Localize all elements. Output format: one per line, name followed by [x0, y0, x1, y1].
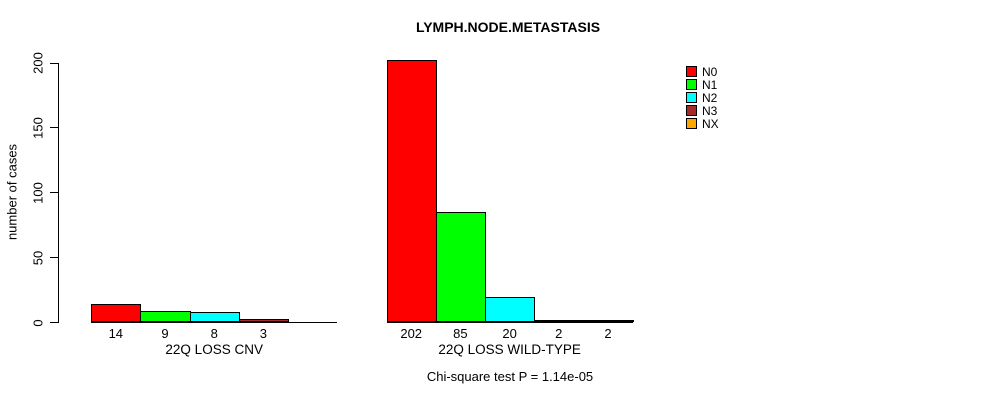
bar: [485, 296, 536, 323]
chart-title: LYMPH.NODE.METASTASIS: [415, 19, 601, 35]
y-tick-label: 200: [30, 52, 46, 74]
bar-value-label: 202: [400, 326, 423, 341]
group-label: 22Q LOSS WILD-TYPE: [438, 341, 581, 357]
legend-label: N3: [702, 103, 718, 118]
bar-value-label: 9: [161, 326, 169, 341]
y-tick-mark: [50, 322, 58, 323]
y-axis-label: number of cases: [4, 143, 20, 241]
legend-swatch: [686, 91, 697, 103]
bar-value-label: 85: [453, 326, 468, 341]
legend-swatch: [686, 78, 697, 90]
bar-value-label: 14: [108, 326, 124, 341]
bar: [386, 60, 437, 323]
chi-square-annotation: Chi-square test P = 1.14e-05: [426, 369, 594, 384]
y-tick-mark: [50, 127, 58, 129]
bar-value-label: 3: [259, 326, 268, 341]
legend-swatch: [686, 104, 697, 116]
y-tick-label: 150: [30, 117, 46, 139]
bar-value-label: 20: [502, 326, 517, 341]
group-baseline: [91, 322, 338, 323]
bar-value-label: 2: [555, 326, 563, 341]
legend-label: N1: [702, 77, 718, 92]
bar-value-label: 2: [604, 326, 612, 341]
group-label: 22Q LOSS CNV: [165, 341, 263, 357]
y-tick-mark: [50, 257, 58, 259]
y-axis-line: [57, 63, 59, 323]
y-tick-label: 0: [30, 318, 46, 327]
bar: [534, 319, 585, 323]
y-tick-label: 100: [30, 181, 46, 204]
group-baseline: [386, 322, 633, 323]
bar: [238, 318, 289, 323]
y-tick-mark: [50, 62, 58, 64]
bar: [435, 212, 486, 323]
bar: [140, 310, 191, 323]
legend-swatch: [686, 117, 697, 129]
bar-value-label: 8: [210, 326, 218, 341]
legend-label: NX: [702, 116, 719, 131]
bar: [189, 312, 240, 323]
y-tick-label: 50: [30, 250, 46, 265]
legend-swatch: [686, 66, 697, 77]
bar: [91, 304, 142, 323]
bar: [583, 319, 634, 323]
y-tick-mark: [50, 192, 58, 194]
legend-label: N2: [702, 90, 718, 105]
legend-label: N0: [702, 65, 718, 79]
